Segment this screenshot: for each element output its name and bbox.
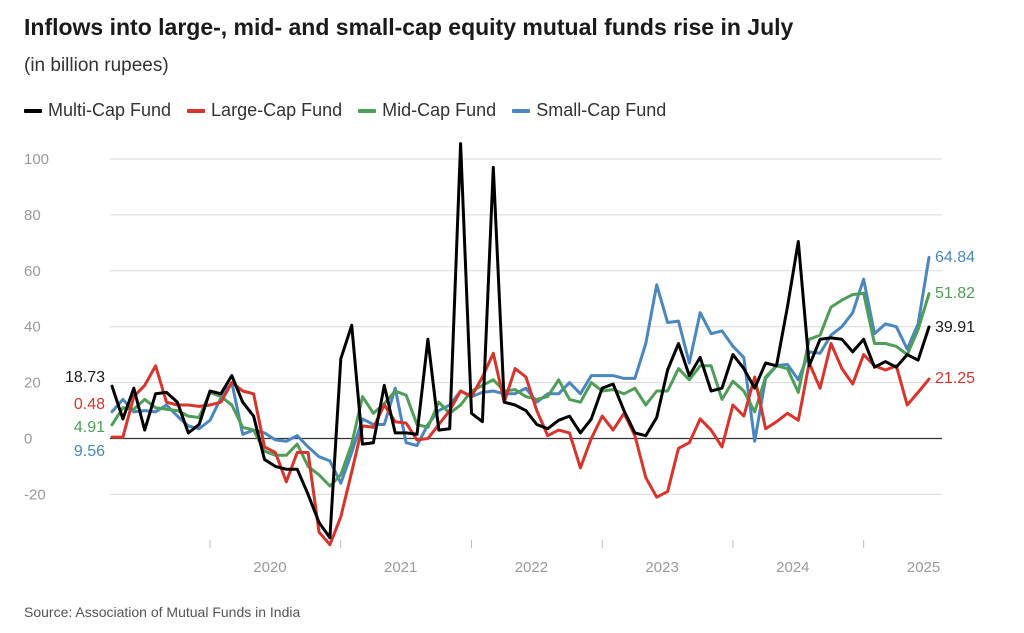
- x-tick-label: 2020: [253, 559, 286, 576]
- y-tick-label: 80: [24, 207, 41, 224]
- legend-item-multi-cap: Multi-Cap Fund: [24, 100, 171, 121]
- series-line-multi-cap: [110, 142, 931, 540]
- chart-title: Inflows into large-, mid- and small-cap …: [24, 14, 794, 40]
- legend-label-large-cap: Large-Cap Fund: [211, 100, 343, 120]
- y-tick-label: 60: [24, 263, 41, 280]
- start-label-mid-cap: 4.91: [74, 419, 105, 436]
- chart-subtitle: (in billion rupees): [24, 55, 169, 76]
- x-tick-label: 2024: [776, 559, 809, 576]
- source-note: Source: Association of Mutual Funds in I…: [24, 604, 301, 620]
- legend-item-large-cap: Large-Cap Fund: [187, 100, 342, 121]
- start-label-large-cap: 0.48: [74, 396, 105, 413]
- y-tick-label: 40: [24, 319, 41, 336]
- y-tick-label: 0: [24, 431, 32, 448]
- legend-item-small-cap: Small-Cap Fund: [512, 100, 666, 121]
- legend-label-small-cap: Small-Cap Fund: [536, 100, 667, 120]
- x-tick-label: 2021: [384, 559, 417, 576]
- legend-label-multi-cap: Multi-Cap Fund: [48, 100, 172, 120]
- end-label-multi-cap: 39.91: [935, 319, 975, 336]
- start-label-small-cap: 9.56: [74, 443, 105, 460]
- y-tick-label: 20: [24, 375, 41, 392]
- series-line-large-cap: [110, 342, 931, 547]
- legend: Multi-Cap Fund Large-Cap Fund Mid-Cap Fu…: [24, 100, 666, 121]
- legend-swatch-small-cap: [512, 108, 531, 113]
- legend-swatch-multi-cap: [24, 108, 42, 113]
- legend-swatch-mid-cap: [358, 108, 377, 113]
- end-label-mid-cap: 51.82: [935, 285, 975, 302]
- x-tick-label: 2025: [907, 559, 940, 576]
- end-label-large-cap: 21.25: [935, 370, 975, 387]
- x-tick-label: 2022: [515, 559, 548, 576]
- legend-label-mid-cap: Mid-Cap Fund: [382, 100, 497, 120]
- y-tick-label: 100: [24, 151, 49, 168]
- start-label-multi-cap: 18.73: [65, 369, 105, 386]
- line-chart: 100 80 60 40 20 0 -20 2020 2021 2022 2023 2024 2025 1…: [24, 142, 975, 576]
- x-tick-label: 2023: [645, 559, 678, 576]
- series-line-mid-cap: [110, 291, 931, 488]
- legend-swatch-large-cap: [187, 108, 206, 113]
- end-label-small-cap: 64.84: [935, 249, 975, 266]
- series-line-small-cap: [110, 255, 931, 485]
- y-tick-label: -20: [24, 486, 46, 503]
- legend-item-mid-cap: Mid-Cap Fund: [358, 100, 496, 121]
